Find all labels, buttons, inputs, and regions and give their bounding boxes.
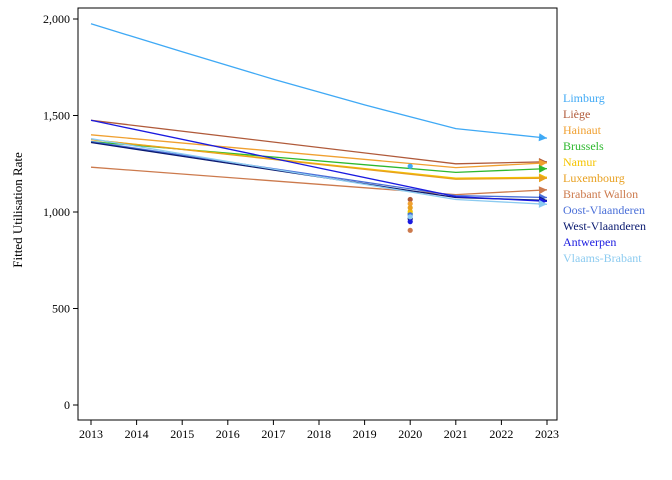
series-line	[90, 23, 548, 139]
series-point	[407, 163, 413, 169]
x-tick-label: 2020	[398, 427, 422, 441]
y-tick-label: 2,000	[43, 12, 70, 26]
series-point	[407, 219, 413, 225]
legend-entry: Oost-Vlaanderen	[563, 203, 645, 217]
axes: 0 500 1,000 1,500 2,000 2013 2014 2015 2016 2017 2…	[43, 12, 559, 441]
legend-entry: Vlaams-Brabant	[563, 251, 642, 265]
series-point	[407, 227, 413, 233]
y-tick-label: 0	[64, 398, 70, 412]
series-arrowhead	[538, 164, 547, 173]
series-arrowhead	[538, 186, 547, 195]
legend-entry: Brabant Wallon	[563, 187, 638, 201]
x-tick-label: 2018	[307, 427, 331, 441]
x-tick-label: 2023	[535, 427, 559, 441]
series-arrowhead	[538, 159, 547, 168]
plot-area	[77, 7, 558, 421]
series-arrowhead	[538, 174, 547, 183]
series-line	[90, 138, 548, 205]
legend-entry: West-Vlaanderen	[563, 219, 646, 233]
y-tick-label: 1,500	[43, 109, 70, 123]
legend-entry: Luxembourg	[563, 171, 625, 185]
x-tick-label: 2022	[489, 427, 513, 441]
legend-entry: Hainaut	[563, 123, 602, 137]
y-axis-title: Fitted Utilisation Rate	[10, 152, 25, 268]
legend-entry: Namur	[563, 155, 596, 169]
series-line	[90, 119, 548, 165]
series-point	[407, 201, 413, 207]
x-tick-label: 2013	[79, 427, 103, 441]
legend-entry: Brussels	[563, 139, 604, 153]
legend-entry: Limburg	[563, 91, 605, 105]
y-tick-label: 1,000	[43, 205, 70, 219]
series-lines	[90, 23, 548, 208]
x-tick-label: 2016	[216, 427, 240, 441]
legend-entry: Antwerpen	[563, 235, 616, 249]
series-point	[407, 205, 413, 211]
series-line	[90, 166, 548, 196]
x-tick-label: 2021	[444, 427, 468, 441]
series-points-2020	[407, 163, 413, 233]
series-point	[407, 214, 413, 220]
series-line	[90, 138, 548, 180]
x-tick-label: 2017	[261, 427, 285, 441]
series-arrowhead	[538, 199, 547, 208]
x-tick-label: 2014	[125, 427, 149, 441]
plot-frame	[77, 7, 558, 421]
series-arrowhead	[538, 133, 547, 142]
x-tick-label: 2015	[170, 427, 194, 441]
x-tick-label: 2019	[353, 427, 377, 441]
series-line	[90, 119, 548, 203]
legend: Limburg Liège Hainaut Brussels Namur Luxembou…	[563, 91, 646, 265]
series-point	[407, 196, 413, 203]
y-tick-label: 500	[52, 302, 70, 316]
legend-entry: Liège	[563, 107, 590, 121]
